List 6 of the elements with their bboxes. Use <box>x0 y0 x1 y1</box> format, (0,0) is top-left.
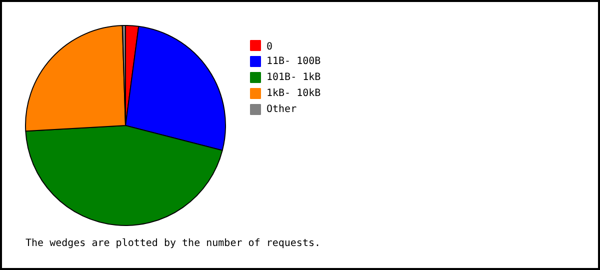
legend-label: 1kB- 10kB <box>266 88 321 99</box>
text: The wedges are plotted by the number of requests. <box>26 238 321 249</box>
legend-label: 101B- 1kB <box>266 72 321 83</box>
legend-label: Other <box>266 104 297 115</box>
legend-label: 11B- 100B <box>266 56 321 67</box>
legend-label: 0 <box>266 42 273 52</box>
